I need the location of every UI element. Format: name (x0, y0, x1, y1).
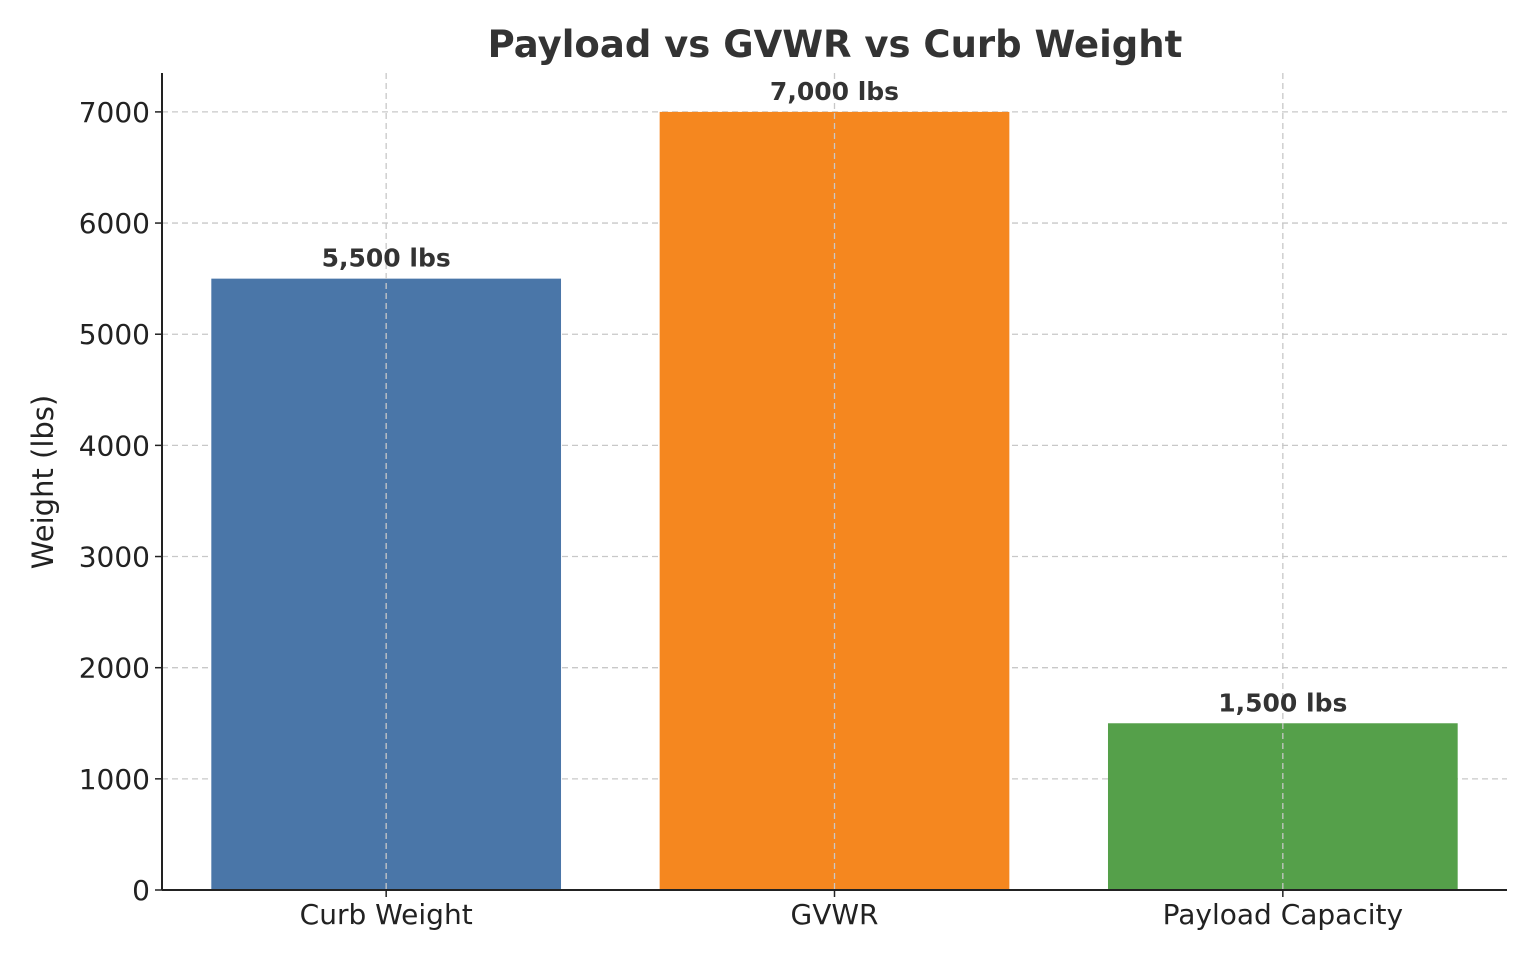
y-tick-label: 2000 (79, 652, 150, 685)
y-tick-label: 4000 (79, 429, 150, 462)
y-tick-label: 5000 (79, 318, 150, 351)
axes: 0 1000 2000 3000 4000 5000 6000 7000 Curb Weight… (79, 73, 1507, 931)
y-tick-label: 3000 (79, 541, 150, 574)
x-tick-label: Payload Capacity (1163, 898, 1403, 931)
data-labels: 5,500 lbs 7,000 lbs 1,500 lbs (322, 77, 1348, 717)
y-tick-label: 0 (132, 874, 150, 907)
y-tick-label: 6000 (79, 207, 150, 240)
y-tick-label: 1000 (79, 763, 150, 796)
bar-value-label: 5,500 lbs (322, 244, 451, 273)
vertical-grid (385, 73, 1284, 890)
bar-gvwr (659, 111, 1010, 890)
y-tick-label: 7000 (79, 96, 150, 129)
x-tick-label: GVWR (791, 898, 879, 931)
x-tick-label: Curb Weight (300, 898, 473, 931)
y-axis-label: Weight (lbs) (26, 395, 60, 569)
bar-value-label: 7,000 lbs (770, 77, 899, 106)
chart-title: Payload vs GVWR vs Curb Weight (488, 23, 1183, 66)
bar-value-label: 1,500 lbs (1218, 688, 1347, 717)
